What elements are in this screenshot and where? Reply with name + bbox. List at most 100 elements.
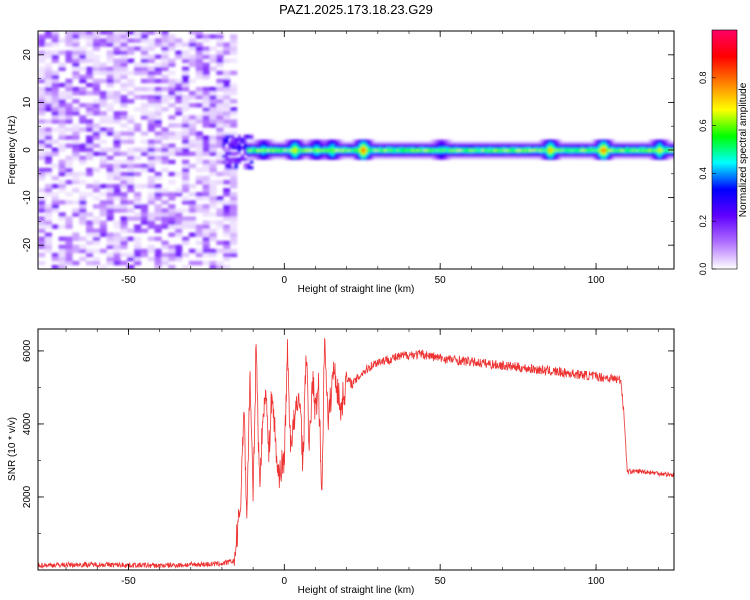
- heatmap-cell: [51, 184, 59, 189]
- heatmap-cell: [581, 140, 584, 143]
- heatmap-cell: [106, 163, 114, 169]
- heatmap-cell: [79, 248, 87, 254]
- heatmap-cell: [140, 163, 149, 169]
- heatmap-cell: [376, 149, 380, 152]
- heatmap-cell: [630, 149, 634, 152]
- heatmap-cell: [394, 156, 397, 159]
- heatmap-cell: [281, 146, 285, 149]
- heatmap-cell: [127, 179, 135, 185]
- heatmap-cell: [99, 228, 107, 233]
- heatmap-cell: [254, 155, 258, 157]
- heatmap-cell: [591, 153, 594, 156]
- heatmap-cell: [324, 156, 327, 159]
- heatmap-cell: [481, 142, 485, 145]
- heatmap-cell: [209, 107, 217, 112]
- heatmap-cell: [209, 119, 217, 124]
- heatmap-cell: [583, 142, 587, 145]
- heatmap-cell: [593, 155, 597, 157]
- heatmap-cell: [583, 150, 587, 153]
- heatmap-cell: [466, 148, 470, 150]
- heatmap-cell: [376, 150, 380, 153]
- heatmap-cell: [223, 119, 231, 124]
- heatmap-cell: [451, 148, 455, 150]
- heatmap-cell: [473, 140, 477, 143]
- heatmap-cell: [660, 153, 664, 156]
- heatmap-cell: [566, 153, 569, 156]
- heatmap-cell: [386, 139, 390, 142]
- heatmap-cell: [379, 153, 382, 156]
- heatmap-cell: [423, 155, 427, 157]
- heatmap-cell: [319, 143, 323, 146]
- heatmap-cell: [299, 150, 303, 153]
- heatmap-cell: [271, 156, 275, 159]
- heatmap-cell: [364, 140, 367, 143]
- heatmap-cell: [394, 158, 397, 160]
- heatmap-cell: [202, 143, 210, 148]
- heatmap-cell: [603, 152, 607, 155]
- heatmap-cell: [553, 140, 557, 143]
- heatmap-cell: [202, 90, 210, 96]
- heatmap-cell: [483, 146, 487, 149]
- heatmap-cell: [473, 149, 477, 152]
- heatmap-cell: [120, 220, 128, 225]
- heatmap-cell: [296, 156, 300, 159]
- heatmap-cell: [503, 148, 507, 150]
- heatmap-cell: [566, 158, 569, 160]
- x-tick-label: 100: [588, 275, 605, 286]
- heatmap-cell: [473, 155, 477, 157]
- heatmap-cell: [127, 127, 135, 132]
- heatmap-cell: [653, 149, 657, 152]
- heatmap-cell: [147, 236, 155, 241]
- heatmap-cell: [635, 146, 639, 149]
- heatmap-cell: [240, 137, 245, 141]
- heatmap-cell: [319, 149, 323, 152]
- heatmap-cell: [44, 31, 53, 35]
- heatmap-cell: [182, 99, 190, 104]
- heatmap-cell: [271, 149, 275, 152]
- heatmap-cell: [376, 148, 380, 150]
- heatmap-cell: [404, 148, 407, 150]
- heatmap-cell: [175, 135, 183, 140]
- heatmap-cell: [423, 140, 427, 143]
- heatmap-cell: [334, 150, 337, 153]
- heatmap-cell: [508, 150, 512, 153]
- heatmap-cell: [596, 149, 599, 152]
- heatmap-cell: [426, 146, 430, 149]
- heatmap-cell: [496, 143, 500, 146]
- heatmap-cell: [488, 155, 492, 157]
- heatmap-cell: [573, 152, 577, 155]
- heatmap-cell: [86, 248, 94, 254]
- heatmap-cell: [428, 143, 432, 146]
- heatmap-cell: [496, 139, 500, 142]
- heatmap-cell: [264, 152, 268, 155]
- heatmap-cell: [389, 139, 392, 142]
- heatmap-cell: [154, 224, 162, 229]
- heatmap-cell: [625, 140, 629, 143]
- heatmap-cell: [608, 156, 612, 159]
- heatmap-cell: [168, 58, 176, 63]
- heatmap-cell: [314, 145, 318, 147]
- heatmap-cell: [161, 54, 169, 59]
- heatmap-cell: [451, 156, 455, 159]
- heatmap-cell: [301, 152, 305, 155]
- heatmap-cell: [381, 153, 385, 156]
- heatmap-cell: [563, 142, 567, 145]
- heatmap-cell: [269, 140, 273, 143]
- heatmap-cell: [488, 139, 492, 142]
- heatmap-cell: [416, 140, 420, 143]
- heatmap-cell: [563, 145, 567, 147]
- heatmap-cell: [336, 140, 340, 143]
- heatmap-cell: [99, 192, 107, 197]
- heatmap-cell: [230, 240, 238, 246]
- heatmap-cell: [168, 256, 176, 262]
- heatmap-cell: [336, 146, 340, 149]
- heatmap-cell: [127, 188, 135, 193]
- heatmap-cell: [630, 143, 634, 146]
- heatmap-cell: [291, 152, 295, 155]
- heatmap-cell: [216, 70, 224, 76]
- heatmap-cell: [418, 158, 422, 160]
- heatmap-cell: [558, 149, 562, 152]
- heatmap-cell: [591, 146, 594, 149]
- heatmap-cell: [113, 159, 121, 165]
- heatmap-cell: [221, 146, 226, 150]
